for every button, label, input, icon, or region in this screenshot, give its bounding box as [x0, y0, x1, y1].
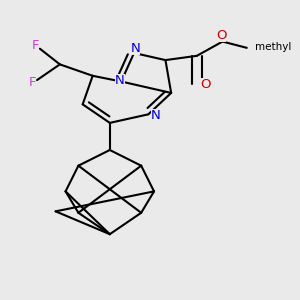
Text: O: O — [216, 29, 226, 42]
Text: F: F — [32, 39, 39, 52]
Text: N: N — [151, 109, 160, 122]
Text: F: F — [29, 76, 37, 89]
Text: N: N — [130, 42, 140, 55]
Text: O: O — [200, 78, 211, 91]
Text: methyl: methyl — [255, 42, 292, 52]
Text: N: N — [115, 74, 125, 87]
